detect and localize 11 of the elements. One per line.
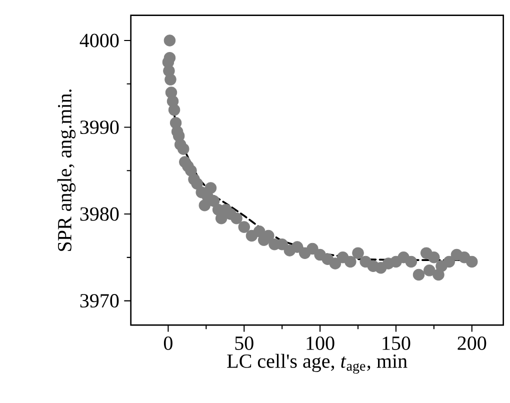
- y-axis-title: SPR angle, ang.min.: [57, 90, 76, 252]
- y-tick-label: 3970: [80, 294, 119, 308]
- y-tick-label: 3980: [80, 208, 119, 222]
- y-tick-label: 4000: [80, 34, 119, 48]
- x-tick-label: 0: [164, 336, 172, 350]
- x-axis-title: LC cell's age, t$_{age}$, min: [227, 354, 408, 374]
- x-tick-label: 150: [382, 336, 410, 350]
- x-tick-label: 100: [306, 336, 334, 350]
- x-tick-label: 50: [235, 336, 254, 350]
- y-tick-label: 3990: [80, 120, 119, 134]
- x-tick-label: 200: [458, 336, 486, 350]
